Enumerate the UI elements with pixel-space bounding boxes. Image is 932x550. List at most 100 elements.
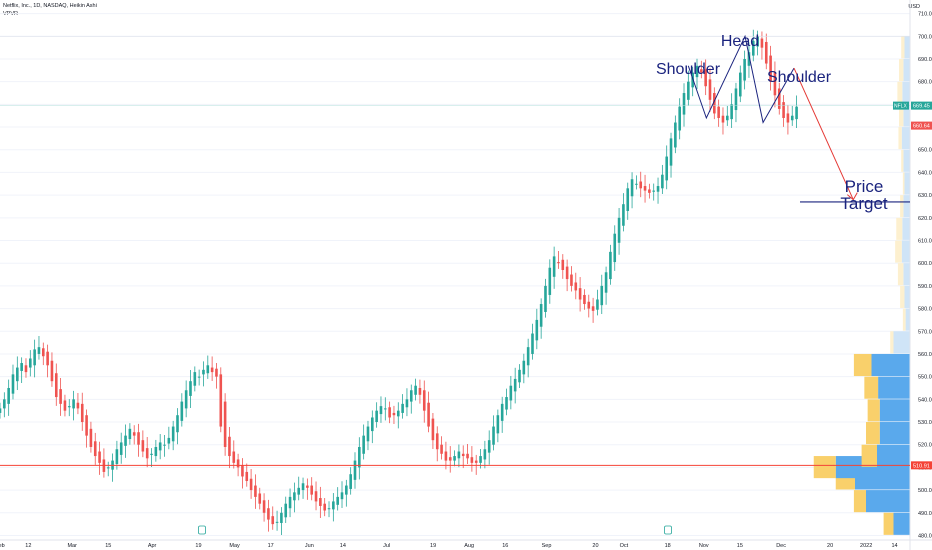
candle-body (89, 428, 93, 447)
y-tick-label: 520.00 (918, 443, 932, 449)
profile-bar-yellow (897, 263, 904, 286)
candle-body (202, 369, 205, 375)
candle-body (500, 403, 504, 421)
candle-body (219, 374, 223, 427)
profile-bar-blue (903, 149, 910, 172)
candles (0, 29, 798, 536)
candle-body (487, 440, 491, 453)
prev-price-tag (911, 121, 932, 130)
candle-body (600, 285, 604, 306)
candle-body (37, 347, 41, 354)
profile-bar-blue (877, 444, 910, 467)
candle-body (665, 156, 668, 181)
candle-body (314, 491, 318, 502)
candle-body (241, 465, 244, 477)
candle-body (431, 418, 435, 441)
profile-bar-blue (904, 285, 910, 308)
candle-body (223, 401, 227, 447)
y-tick-label: 620.00 (918, 216, 932, 222)
candle-body (80, 403, 84, 423)
y-tick-label: 680.00 (918, 80, 932, 86)
x-tick-label: 20 (827, 543, 833, 549)
candle-body (232, 451, 236, 463)
y-tick-label: 540.00 (918, 397, 932, 403)
candle-body (275, 521, 279, 523)
profile-bar-blue (893, 331, 910, 354)
profile-bar-yellow (853, 490, 866, 513)
right-shoulder-label: Shoulder (767, 69, 832, 86)
candle-body (708, 79, 712, 100)
candle-body (613, 233, 617, 263)
profile-bar-blue (903, 58, 910, 82)
profile-bar-blue (879, 399, 910, 422)
candle-body (280, 512, 283, 523)
candle-body (33, 349, 36, 366)
candle-body (362, 435, 365, 454)
last-price-label: 669.45 (913, 104, 930, 110)
x-tick-label: 14 (340, 543, 346, 549)
x-tick-label: 15 (737, 543, 743, 549)
candle-body (50, 360, 54, 382)
candle-body (41, 348, 45, 357)
candle-body (669, 138, 673, 166)
candle-body (371, 417, 374, 432)
candle-body (193, 372, 197, 386)
candle-body (215, 368, 218, 377)
candle-body (626, 188, 630, 212)
candle-body (301, 483, 305, 491)
left-shoulder-label: Shoulder (656, 61, 721, 78)
candle-body (587, 301, 591, 309)
candle-body (574, 282, 578, 291)
candle-body (93, 441, 97, 457)
target-arrow (793, 67, 854, 200)
candle-body (154, 446, 158, 457)
x-tick-label: 16 (502, 543, 508, 549)
profile-bar-yellow (902, 308, 906, 331)
profile-bar-blue (903, 195, 910, 218)
candle-body (622, 204, 625, 226)
x-tick-label: Feb (0, 543, 5, 549)
candle-body (695, 65, 699, 78)
x-tick-label: 12 (25, 543, 31, 549)
candle-body (297, 487, 301, 495)
candle-body (483, 449, 487, 460)
candle-body (132, 432, 136, 436)
candle-body (773, 72, 777, 96)
x-tick-label: 19 (430, 543, 436, 549)
candle-body (535, 319, 539, 341)
x-tick-label: 15 (105, 543, 111, 549)
candle-body (353, 460, 357, 480)
candle-body (145, 448, 149, 459)
x-axis: Feb 12 Mar 15 Apr 19 May 17 Jun 14 Jul 19 Aug 16 Sep 20… (0, 539, 932, 549)
y-tick-label: 590.00 (918, 284, 932, 290)
chart-title: Netflix, Inc., 1D, NASDAQ, Heikin Ashi (3, 3, 97, 9)
candle-body (769, 55, 772, 82)
candle-body (509, 385, 513, 401)
candle-body (652, 190, 656, 192)
candle-body (24, 365, 28, 373)
candle-body (180, 401, 184, 421)
candle-body (734, 88, 738, 111)
profile-bar-blue (878, 376, 910, 399)
candle-body (383, 408, 387, 410)
candle-body (323, 503, 326, 511)
x-tick-label: Jun (305, 543, 314, 549)
pattern-line (687, 34, 795, 124)
candle-body (163, 444, 166, 446)
candle-body (310, 485, 314, 495)
candle-body (782, 102, 785, 118)
candle-body (717, 106, 720, 118)
candle-body (448, 457, 452, 461)
candle-body (72, 399, 75, 409)
candle-body (440, 444, 443, 454)
candle-body (388, 407, 391, 418)
x-tick-label: Aug (464, 543, 474, 549)
earnings-marker (198, 525, 206, 535)
y-tick-label: 640.00 (918, 170, 932, 176)
candle-body (85, 415, 88, 436)
candle-body (505, 397, 508, 410)
candle-body (496, 415, 500, 434)
profile-bar-yellow (883, 512, 894, 535)
candle-body (656, 186, 660, 192)
